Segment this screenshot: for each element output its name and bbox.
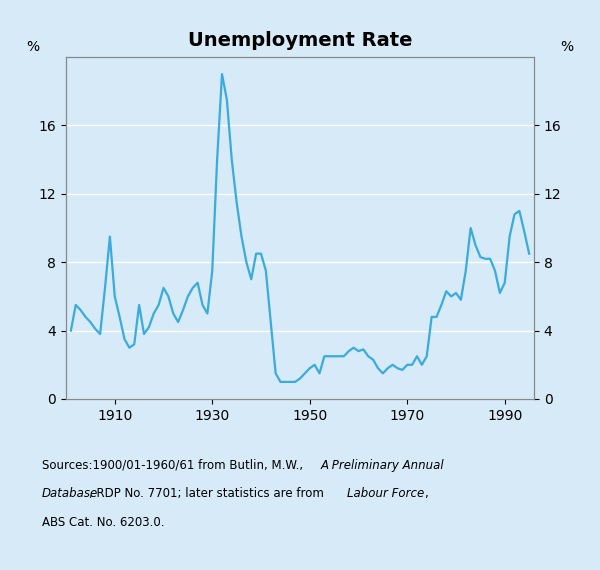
Text: , RDP No. 7701; later statistics are from: , RDP No. 7701; later statistics are fro…	[89, 487, 328, 500]
Text: ,: ,	[424, 487, 427, 500]
Text: Labour Force: Labour Force	[347, 487, 425, 500]
Title: Unemployment Rate: Unemployment Rate	[188, 31, 412, 50]
Text: Database: Database	[42, 487, 98, 500]
Text: A Preliminary Annual: A Preliminary Annual	[321, 459, 445, 472]
Text: %: %	[26, 39, 40, 54]
Text: ABS Cat. No. 6203.0.: ABS Cat. No. 6203.0.	[42, 516, 164, 529]
Text: Sources:1900/01-1960/61 from Butlin, M.W.,: Sources:1900/01-1960/61 from Butlin, M.W…	[42, 459, 307, 472]
Text: %: %	[560, 39, 574, 54]
